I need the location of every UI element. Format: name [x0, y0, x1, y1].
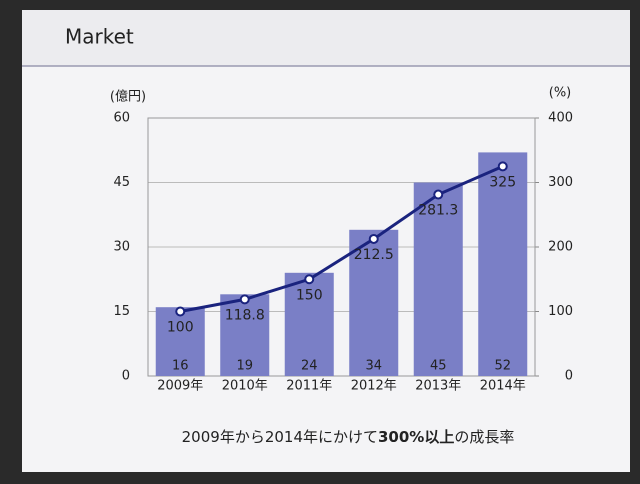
line-value-label: 150 [296, 287, 323, 303]
bar-value-label: 19 [236, 359, 253, 374]
slide-background [22, 10, 630, 472]
x-tick-label: 2010年 [222, 379, 268, 394]
bar-value-label: 16 [172, 359, 189, 374]
line-value-label: 212.5 [354, 247, 394, 263]
x-tick-label: 2012年 [351, 379, 397, 394]
line-marker [368, 233, 379, 244]
plot-frame [147, 117, 536, 377]
y-tick-label: 15 [113, 304, 130, 319]
y2-tick-label: 200 [548, 240, 573, 255]
x-tick-label: 2011年 [286, 379, 332, 394]
caption-part: の成長率 [454, 428, 514, 446]
bar [413, 182, 463, 376]
y2-tick-label: 300 [548, 175, 573, 190]
y2-tick-label: 400 [548, 111, 573, 126]
x-tick-label: 2013年 [415, 379, 461, 394]
header-band [22, 10, 630, 66]
line-value-label: 281.3 [418, 203, 458, 219]
bar-value-label: 24 [301, 359, 318, 374]
caption-part: 2009年から2014年にかけて [182, 428, 378, 446]
y-tick-label: 0 [122, 369, 130, 384]
bar [349, 229, 399, 376]
slide-title: Market [65, 25, 134, 49]
line-value-label: 325 [489, 174, 516, 190]
y-axis-label: (億円) [110, 89, 146, 105]
x-tick-label: 2009年 [157, 379, 203, 394]
line-marker [497, 161, 508, 172]
line-marker [175, 306, 186, 317]
bar-value-label: 45 [430, 359, 447, 374]
y-tick-label: 45 [113, 175, 130, 190]
bar-value-label: 52 [494, 359, 511, 374]
x-tick-label: 2014年 [480, 379, 526, 394]
y2-tick-label: 0 [565, 369, 573, 384]
line-marker [433, 189, 444, 200]
line-marker [239, 294, 250, 305]
line-value-label: 118.8 [225, 307, 265, 323]
bar [220, 294, 270, 376]
y2-axis-label: (%) [549, 86, 572, 101]
line-value-label: 100 [167, 320, 194, 336]
y-tick-label: 30 [113, 240, 130, 255]
line [179, 165, 504, 313]
bar [478, 152, 528, 376]
y2-tick-label: 100 [548, 304, 573, 319]
line-marker [304, 274, 315, 285]
bar [284, 272, 334, 376]
y-tick-label: 60 [113, 111, 130, 126]
caption-emphasis: 300%以上 [378, 428, 454, 446]
bar [155, 307, 205, 376]
caption: 2009年から2014年にかけて300%以上の成長率 [182, 428, 515, 446]
bar-value-label: 34 [365, 359, 382, 374]
